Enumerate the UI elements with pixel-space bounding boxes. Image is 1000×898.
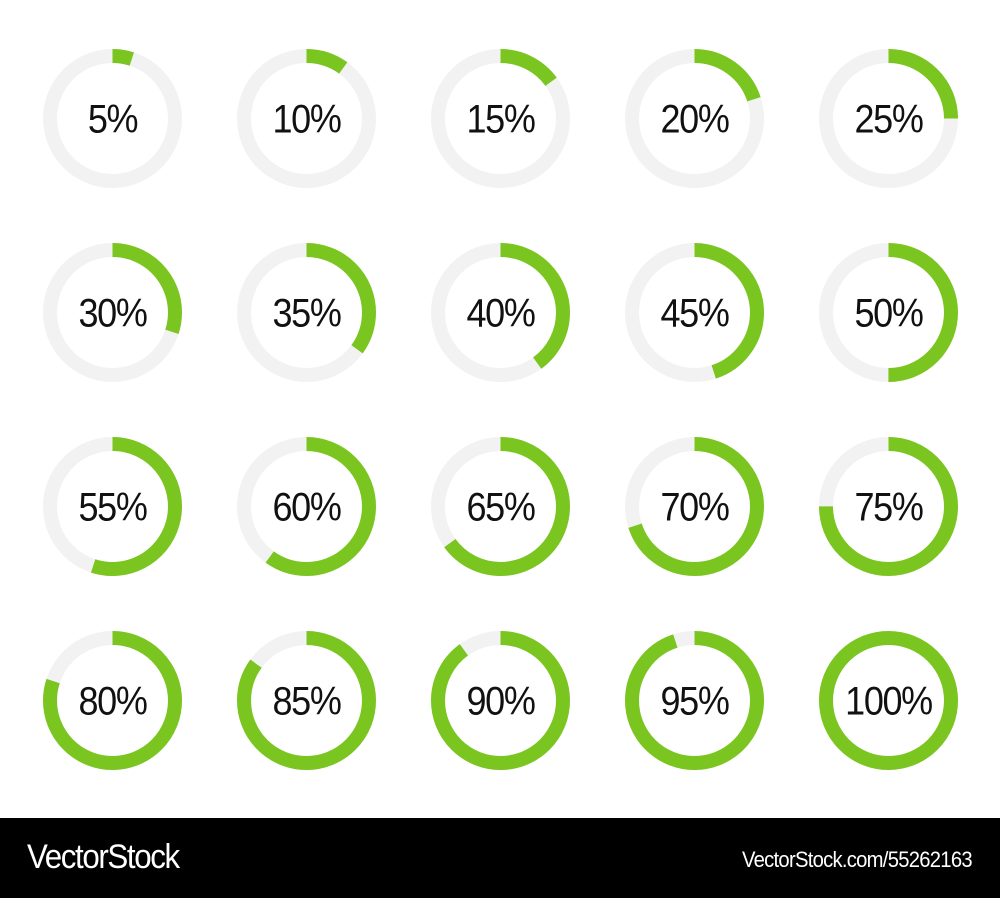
progress-circle: 55% [43, 437, 182, 576]
progress-arc [431, 49, 570, 188]
progress-circle: 100% [819, 631, 958, 770]
progress-circle: 65% [431, 437, 570, 576]
progress-arc [43, 243, 182, 382]
progress-arc [819, 243, 958, 382]
progress-arc [431, 437, 570, 576]
progress-arc [431, 243, 570, 382]
progress-circle: 5% [43, 49, 182, 188]
progress-label: 20% [661, 98, 730, 142]
progress-arc [625, 49, 764, 188]
progress-label: 15% [467, 98, 536, 142]
progress-circle: 30% [43, 243, 182, 382]
brand-logo: VectorStock [27, 838, 180, 876]
progress-label: 50% [855, 292, 924, 336]
progress-arc [625, 437, 764, 576]
progress-circle: 80% [43, 631, 182, 770]
progress-arc [819, 437, 958, 576]
progress-label: 25% [855, 98, 924, 142]
progress-circle: 75% [819, 437, 958, 576]
progress-label: 35% [273, 292, 342, 336]
progress-circles-grid: 5% 10% 15% 20% 25% 30% 35% 40% 45% 50% 55% 60% 65% 70… [43, 49, 958, 770]
progress-label: 65% [467, 486, 536, 530]
progress-circle: 85% [237, 631, 376, 770]
progress-circle: 95% [625, 631, 764, 770]
progress-circle: 70% [625, 437, 764, 576]
progress-label: 30% [79, 292, 148, 336]
progress-label: 60% [273, 486, 342, 530]
progress-label: 55% [79, 486, 148, 530]
progress-arc [43, 49, 182, 188]
progress-circle: 10% [237, 49, 376, 188]
progress-circle: 20% [625, 49, 764, 188]
progress-circle: 40% [431, 243, 570, 382]
progress-circle: 25% [819, 49, 958, 188]
progress-arc [237, 243, 376, 382]
progress-label: 90% [467, 680, 536, 724]
watermark-footer: VectorStock VectorStock.com/55262163 [0, 818, 1000, 898]
progress-circle: 15% [431, 49, 570, 188]
progress-label: 80% [79, 680, 148, 724]
progress-arc [819, 631, 958, 770]
progress-arc [431, 631, 570, 770]
progress-label: 5% [88, 98, 138, 142]
progress-arc [625, 631, 764, 770]
progress-arc [237, 49, 376, 188]
progress-arc [237, 437, 376, 576]
progress-arc [625, 243, 764, 382]
progress-arc [43, 631, 182, 770]
image-reference: VectorStock.com/55262163 [742, 847, 973, 872]
progress-label: 85% [273, 680, 342, 724]
progress-arc [237, 631, 376, 770]
progress-label: 45% [661, 292, 730, 336]
progress-arc [819, 49, 958, 188]
progress-circle: 50% [819, 243, 958, 382]
progress-label: 100% [845, 680, 932, 724]
progress-label: 10% [273, 98, 342, 142]
progress-circle: 90% [431, 631, 570, 770]
progress-arc [43, 437, 182, 576]
progress-circle: 60% [237, 437, 376, 576]
progress-label: 95% [661, 680, 730, 724]
progress-label: 75% [855, 486, 924, 530]
progress-circle: 35% [237, 243, 376, 382]
progress-label: 40% [467, 292, 536, 336]
progress-label: 70% [661, 486, 730, 530]
progress-circle: 45% [625, 243, 764, 382]
